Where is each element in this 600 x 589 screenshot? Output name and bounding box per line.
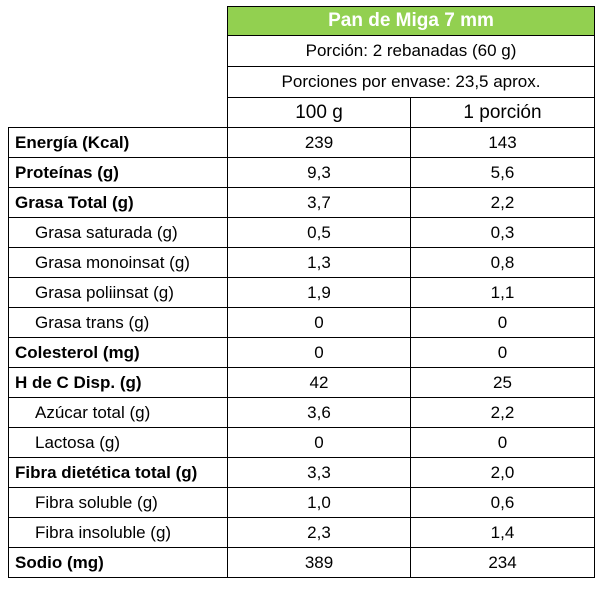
table-row: Colesterol (mg) 0 0 xyxy=(8,337,595,368)
table-row: Azúcar total (g) 3,6 2,2 xyxy=(8,397,595,428)
value-per-portion: 2,0 xyxy=(410,457,595,488)
value-per-100g: 389 xyxy=(227,547,411,578)
nutrient-rows: Energía (Kcal) 239 143 Proteínas (g) 9,3 5,6 G… xyxy=(8,127,595,578)
nutrient-label: Grasa monoinsat (g) xyxy=(8,247,228,278)
serving-size: Porción: 2 rebanadas (60 g) xyxy=(227,35,595,67)
nutrition-table: Pan de Miga 7 mm Porción: 2 rebanadas (6… xyxy=(8,6,595,578)
table-row: Grasa saturada (g) 0,5 0,3 xyxy=(8,217,595,248)
column-header-100g: 100 g xyxy=(227,97,411,128)
nutrient-label: Lactosa (g) xyxy=(8,427,228,458)
servings-per-package: Porciones por envase: 23,5 aprox. xyxy=(227,66,595,98)
blank-corner xyxy=(9,7,228,128)
nutrient-label: Colesterol (mg) xyxy=(8,337,228,368)
nutrient-label: Proteínas (g) xyxy=(8,157,228,188)
nutrient-label: Azúcar total (g) xyxy=(8,397,228,428)
nutrient-label: Grasa poliinsat (g) xyxy=(8,277,228,308)
value-per-100g: 1,9 xyxy=(227,277,411,308)
nutrient-label: Energía (Kcal) xyxy=(8,127,228,158)
nutrient-label: Sodio (mg) xyxy=(8,547,228,578)
nutrient-label: Fibra dietética total (g) xyxy=(8,457,228,488)
value-per-100g: 3,6 xyxy=(227,397,411,428)
table-row: Fibra dietética total (g) 3,3 2,0 xyxy=(8,457,595,488)
servings-per-package-row: Porciones por envase: 23,5 aprox. xyxy=(9,66,595,98)
value-per-100g: 3,7 xyxy=(227,187,411,218)
column-header-portion: 1 porción xyxy=(410,97,595,128)
table-row: Lactosa (g) 0 0 xyxy=(8,427,595,458)
column-header-row: 100 g 1 porción xyxy=(9,97,595,128)
value-per-100g: 1,0 xyxy=(227,487,411,518)
value-per-portion: 0 xyxy=(410,337,595,368)
nutrient-label: Grasa Total (g) xyxy=(8,187,228,218)
value-per-100g: 0 xyxy=(227,427,411,458)
table-row: Sodio (mg) 389 234 xyxy=(8,547,595,578)
nutrient-label: Grasa trans (g) xyxy=(8,307,228,338)
value-per-portion: 0,6 xyxy=(410,487,595,518)
value-per-portion: 0 xyxy=(410,427,595,458)
value-per-portion: 1,1 xyxy=(410,277,595,308)
nutrient-label: Fibra soluble (g) xyxy=(8,487,228,518)
value-per-portion: 0,3 xyxy=(410,217,595,248)
value-per-100g: 239 xyxy=(227,127,411,158)
value-per-100g: 0 xyxy=(227,307,411,338)
value-per-portion: 2,2 xyxy=(410,187,595,218)
nutrient-label: Fibra insoluble (g) xyxy=(8,517,228,548)
table-row: Fibra soluble (g) 1,0 0,6 xyxy=(8,487,595,518)
value-per-100g: 3,3 xyxy=(227,457,411,488)
value-per-portion: 143 xyxy=(410,127,595,158)
table-row: Grasa poliinsat (g) 1,9 1,1 xyxy=(8,277,595,308)
value-per-100g: 0 xyxy=(227,337,411,368)
table-row: Grasa Total (g) 3,7 2,2 xyxy=(8,187,595,218)
value-per-100g: 0,5 xyxy=(227,217,411,248)
table-row: Grasa monoinsat (g) 1,3 0,8 xyxy=(8,247,595,278)
nutrition-facts-label: Pan de Miga 7 mm Porción: 2 rebanadas (6… xyxy=(8,6,595,578)
value-per-portion: 0,8 xyxy=(410,247,595,278)
value-per-100g: 2,3 xyxy=(227,517,411,548)
value-per-100g: 42 xyxy=(227,367,411,398)
table-row: H de C Disp. (g) 42 25 xyxy=(8,367,595,398)
value-per-portion: 5,6 xyxy=(410,157,595,188)
table-row: Fibra insoluble (g) 2,3 1,4 xyxy=(8,517,595,548)
value-per-portion: 25 xyxy=(410,367,595,398)
value-per-100g: 1,3 xyxy=(227,247,411,278)
value-per-portion: 234 xyxy=(410,547,595,578)
value-per-portion: 2,2 xyxy=(410,397,595,428)
nutrient-label: H de C Disp. (g) xyxy=(8,367,228,398)
title-row: Pan de Miga 7 mm xyxy=(9,6,595,36)
value-per-portion: 0 xyxy=(410,307,595,338)
table-row: Proteínas (g) 9,3 5,6 xyxy=(8,157,595,188)
nutrient-label: Grasa saturada (g) xyxy=(8,217,228,248)
value-per-100g: 9,3 xyxy=(227,157,411,188)
table-row: Grasa trans (g) 0 0 xyxy=(8,307,595,338)
serving-row: Porción: 2 rebanadas (60 g) xyxy=(9,35,595,67)
value-per-portion: 1,4 xyxy=(410,517,595,548)
product-title: Pan de Miga 7 mm xyxy=(227,6,595,36)
table-row: Energía (Kcal) 239 143 xyxy=(8,127,595,158)
